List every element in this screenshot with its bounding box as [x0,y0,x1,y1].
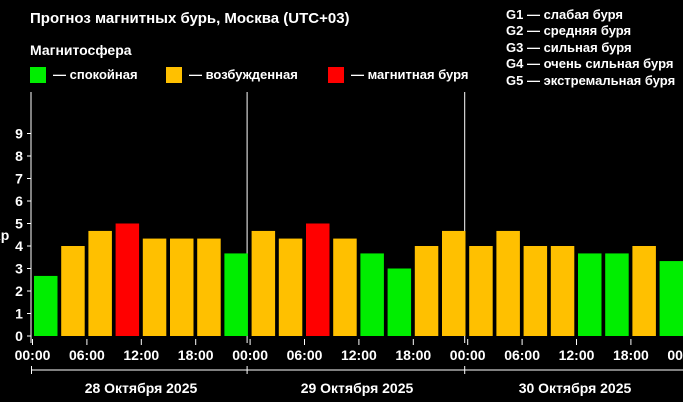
g-scale-g4: G4 — очень сильная буря [506,56,674,72]
legend-swatch-quiet [30,67,46,83]
g-scale-legend: G1 — слабая буря G2 — средняя буря G3 — … [506,7,683,89]
g-scale-g1: G1 — слабая буря [506,7,624,22]
kp-bar [496,230,520,336]
y-tick-label: 5 [15,216,23,232]
day-label: 29 Октября 2025 [301,380,414,396]
kp-bar [578,253,602,336]
kp-bar [306,223,330,336]
x-tick-label: 18:00 [178,347,214,363]
kp-bar [115,223,140,336]
g-scale-g2: G2 — средняя буря [506,23,632,39]
x-tick-label: 00:00 [15,347,51,363]
day-label: 28 Октября 2025 [85,380,198,396]
x-tick-label: 18:00 [395,347,431,363]
x-tick-label: 00:00 [667,347,683,363]
y-tick-label: 6 [15,193,23,209]
kp-bar [142,238,167,336]
kp-bar [469,246,493,336]
g-scale-g3: G3 — сильная буря [506,39,632,55]
magnetosphere-label: Магнитосфера [30,42,132,58]
kp-bar [360,253,384,336]
x-tick-label: 18:00 [613,347,649,363]
x-tick-label: 12:00 [123,347,159,363]
y-axis-label: Kp [0,227,9,243]
kp-bar [659,261,683,336]
kp-bar [34,275,58,336]
kp-bar [387,268,412,336]
legend-label-quiet: — спокойная [53,67,138,82]
x-tick-label: 12:00 [341,347,377,363]
kp-bar [197,238,221,336]
kp-bar [333,238,357,336]
chart-title: Прогноз магнитных бурь, Москва (UTC+03) [30,10,350,27]
legend-label-storm: — магнитная буря [351,67,469,82]
kp-bar [61,246,85,336]
legend: — спокойная — возбужденная — магнитная б… [30,66,510,84]
kp-bar [442,230,466,336]
x-tick-label: 06:00 [69,347,105,363]
x-tick-label: 00:00 [232,347,268,363]
kp-bar [632,246,656,336]
x-tick-label: 06:00 [504,347,540,363]
kp-bar [605,253,629,336]
day-label: 30 Октября 2025 [519,380,632,396]
kp-bar [278,238,303,336]
kp-bar [88,230,112,336]
y-tick-label: 9 [15,126,23,142]
kp-bar [251,230,276,336]
legend-label-unsettled: — возбужденная [189,67,298,82]
kp-bar [414,246,439,336]
y-tick-label: 2 [15,283,23,299]
y-tick-label: 7 [15,171,23,187]
y-tick-label: 3 [15,261,23,277]
legend-swatch-unsettled [166,67,182,83]
y-tick-label: 8 [15,148,23,164]
y-tick-label: 4 [15,238,23,254]
kp-bar [224,253,248,336]
y-tick-label: 0 [15,328,23,344]
x-tick-label: 00:00 [450,347,486,363]
kp-bar [523,246,548,336]
g-scale-g5: G5 — экстремальная буря [506,72,676,88]
x-tick-label: 06:00 [287,347,323,363]
y-tick-label: 1 [15,306,23,322]
kp-bar [550,246,575,336]
legend-swatch-storm [328,67,344,83]
x-tick-label: 12:00 [559,347,595,363]
kp-bar [170,238,194,336]
